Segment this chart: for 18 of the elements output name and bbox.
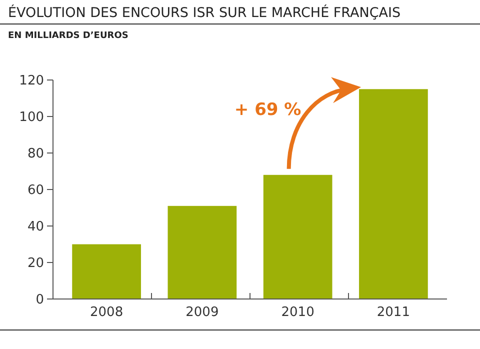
x-tick-label: 2009 [186, 305, 219, 320]
bar [72, 244, 141, 299]
chart-subtitle: EN MILLIARDS D’EUROS [8, 31, 128, 41]
annotation: + 69 % [234, 100, 302, 120]
bar [168, 206, 237, 299]
x-tick-label: 2008 [90, 305, 124, 320]
bar [263, 174, 332, 299]
chart-title: ÉVOLUTION DES ENCOURS ISR SUR LE MARCHÉ FRANÇAIS [8, 4, 401, 21]
y-tick-label: 80 [27, 146, 44, 162]
bar [359, 89, 428, 299]
y-tick-label: 40 [27, 220, 44, 235]
y-tick-label: 100 [19, 110, 44, 126]
y-tick-label: 20 [27, 256, 44, 272]
y-tick-label: 60 [27, 183, 44, 198]
y-tick-label: 0 [36, 292, 44, 308]
y-tick-label: 120 [19, 74, 44, 89]
x-tick-label: 2011 [376, 305, 410, 320]
x-tick-label: 2010 [281, 305, 314, 320]
